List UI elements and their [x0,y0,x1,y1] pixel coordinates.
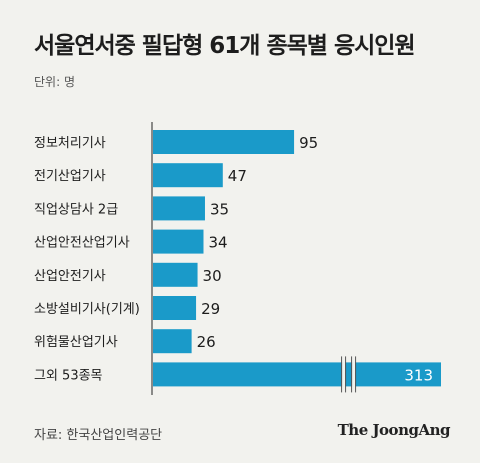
bar [153,229,204,254]
value-label: 35 [210,200,229,218]
category-label: 산업안전산업기사 [34,236,130,251]
publisher-logo: The JoongAng [337,421,451,439]
category-label: 직업상담사 2급 [34,202,118,217]
category-label: 그외 53종목 [34,368,103,383]
value-label: 30 [203,267,222,285]
value-label: 95 [299,134,318,152]
bar [153,296,197,320]
bars-group: 정보처리기사 95 전기산업기사 47 직업상담사 2급 35 산업안전산업기사 34 산업안전… [34,130,441,393]
axis-break-gap [342,356,346,393]
axis-break-gap [352,356,356,393]
value-label: 47 [228,167,247,185]
bar [153,262,198,287]
category-label: 전기산업기사 [34,169,106,184]
chart-title: 서울연서중 필답형 61개 종목별 응시인원 [34,33,416,59]
value-label: 313 [404,366,433,384]
value-label: 29 [201,300,220,318]
bar [153,163,223,188]
category-label: 위험물산업기사 [34,335,118,350]
bar [153,362,441,387]
source-note: 자료: 한국산업인력공단 [34,428,163,443]
value-label: 34 [208,234,227,252]
value-label: 26 [197,333,216,351]
unit-label: 단위: 명 [34,75,75,89]
category-label: 소방설비기사(기계) [34,302,140,317]
category-label: 정보처리기사 [34,136,106,151]
bar [153,196,205,221]
bar [153,329,192,354]
category-label: 산업안전기사 [34,269,106,284]
bar [153,130,295,154]
